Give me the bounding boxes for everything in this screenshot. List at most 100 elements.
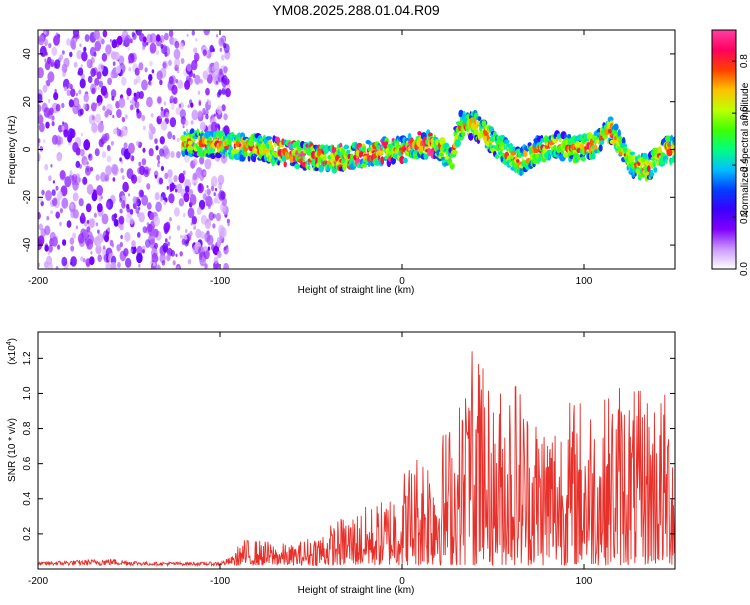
spectrogram-noise-blob	[38, 111, 41, 117]
spectrogram-noise-blob	[155, 36, 162, 47]
snr-x-tick-label: -200	[28, 576, 48, 587]
snr-y-label: SNR (10 * v/v)	[7, 418, 18, 482]
spectrogram-noise-blob	[135, 75, 141, 84]
spectrogram-noise-blob	[149, 239, 156, 249]
spectrogram-noise-blob	[197, 183, 204, 194]
spectrogram-noise-blob	[38, 67, 44, 79]
spectrogram-ridge-blob	[417, 131, 422, 136]
snr-x-label: Height of straight line (km)	[298, 585, 415, 596]
spectrogram-noise-blob	[61, 256, 68, 267]
spectrogram-noise-blob	[71, 178, 76, 186]
spectrogram-noise-blob	[202, 107, 206, 114]
colorbar-tick-label: 0.6	[739, 106, 750, 120]
spectrogram-noise-blob	[166, 185, 169, 190]
spectrogram-noise-blob	[178, 198, 185, 207]
spectrogram-noise-blob	[191, 216, 197, 225]
spectrogram-noise-blob	[184, 153, 190, 163]
spectrogram-noise-blob	[168, 193, 175, 204]
spectrogram-noise-blob	[69, 51, 73, 58]
spectrogram-noise-blob	[109, 39, 112, 43]
spectrogram-ridge-blob	[218, 130, 225, 138]
spectrogram-noise-blob	[126, 95, 130, 101]
spectrogram-noise-blob	[198, 246, 205, 257]
spectrogram-noise-blob	[104, 234, 110, 243]
spectrogram-noise-blob	[142, 249, 145, 254]
spectrogram-noise-blob	[210, 121, 218, 133]
spectrogram-noise-blob	[155, 201, 162, 213]
spectrogram-noise-blob	[193, 158, 198, 166]
spectrogram-noise-blob	[169, 95, 175, 103]
spectrogram-noise-blob	[69, 237, 75, 245]
spectrogram-noise-blob	[46, 216, 50, 221]
spectrogram-noise-blob	[204, 263, 208, 269]
spectrogram-noise-blob	[99, 101, 102, 106]
spectrogram-noise-blob	[167, 169, 173, 178]
spectrogram-noise-blob	[199, 121, 206, 131]
spectrogram-noise-blob	[41, 189, 45, 196]
spectrogram-noise-blob	[55, 266, 59, 269]
spectrogram-noise-blob	[113, 128, 118, 135]
spectrogram-ridge-blob	[423, 152, 429, 160]
spectrogram-noise-blob	[170, 250, 175, 257]
spectrogram-noise-blob	[220, 54, 225, 61]
spectrogram-noise-blob	[164, 32, 169, 41]
spectrogram-noise-blob	[97, 103, 100, 107]
spectrogram-noise-blob	[180, 234, 183, 239]
spectrogram-noise-blob	[142, 36, 147, 43]
spectrogram-noise-blob	[123, 248, 129, 257]
spectrogram-noise-blob	[135, 207, 140, 214]
spectrogram-ridge-blob	[454, 139, 461, 148]
spectrogram-noise-blob	[121, 175, 125, 180]
spectrogram-noise-blob	[180, 58, 185, 64]
spectrogram-noise-blob	[70, 88, 76, 97]
spectrogram-noise-blob	[89, 256, 95, 266]
spectrogram-noise-blob	[170, 103, 175, 110]
spectrogram-noise-blob	[105, 165, 112, 176]
spectrogram-noise-blob	[176, 137, 180, 143]
spectrogram-x-label: Height of straight line (km)	[298, 285, 415, 296]
spectrogram-noise-blob	[96, 71, 102, 80]
spectrogram-noise-blob	[116, 128, 122, 137]
spectrogram-noise-blob	[111, 243, 115, 248]
spectrogram-noise-blob	[138, 263, 141, 268]
spectrogram-noise-blob	[47, 261, 53, 269]
spectrogram-noise-blob	[217, 71, 225, 83]
spectrogram-ridge-blob	[650, 169, 654, 174]
spectrogram-noise-blob	[118, 215, 125, 225]
spectrogram-noise-blob	[110, 51, 117, 60]
spectrogram-ridge-blob	[449, 164, 455, 170]
spectrogram-noise-blob	[92, 67, 98, 76]
spectrogram-noise-blob	[83, 46, 87, 52]
spectrogram-ridge-blob	[448, 158, 452, 165]
spectrogram-noise-blob	[39, 145, 44, 152]
spectrogram-noise-blob	[187, 207, 195, 219]
spectrogram-noise-blob	[203, 245, 208, 252]
spectrogram-noise-blob	[38, 104, 42, 113]
snr-line-layer	[38, 351, 675, 568]
spectrogram-noise-blob	[86, 219, 90, 224]
spectrogram-noise-blob	[141, 79, 148, 91]
spectrogram-ridge-blob	[510, 150, 517, 156]
spectrogram-ridge-blob	[576, 156, 581, 161]
spectrogram-noise-blob	[40, 200, 44, 207]
spectrogram-ridge-blob	[640, 162, 645, 167]
snr-y-ticks: 0.2 0.4 0.6 0.8 1.0 1.2	[22, 351, 675, 541]
spectrogram-noise-blob	[116, 244, 121, 252]
spectrogram-noise-blob	[218, 89, 222, 96]
spectrogram-ridge-blob	[324, 144, 329, 153]
spectrogram-noise-blob	[95, 244, 102, 255]
spectrogram-noise-blob	[169, 182, 175, 192]
spectrogram-y-tick-label: -40	[22, 237, 33, 252]
spectrogram-ridge-blob	[643, 153, 648, 159]
spectrogram-noise-blob	[215, 212, 221, 222]
spectrogram-noise-blob	[146, 96, 153, 108]
spectrogram-noise-blob	[86, 226, 91, 233]
spectrogram-ridge-blob	[617, 129, 621, 138]
spectrogram-ridge-blob	[664, 158, 668, 164]
spectrogram-noise-blob	[42, 139, 46, 144]
spectrogram-noise-blob	[215, 80, 219, 85]
spectrogram-ridge-blob	[590, 153, 596, 160]
spectrogram-noise-blob	[125, 257, 132, 268]
spectrogram-noise-blob	[141, 158, 147, 166]
